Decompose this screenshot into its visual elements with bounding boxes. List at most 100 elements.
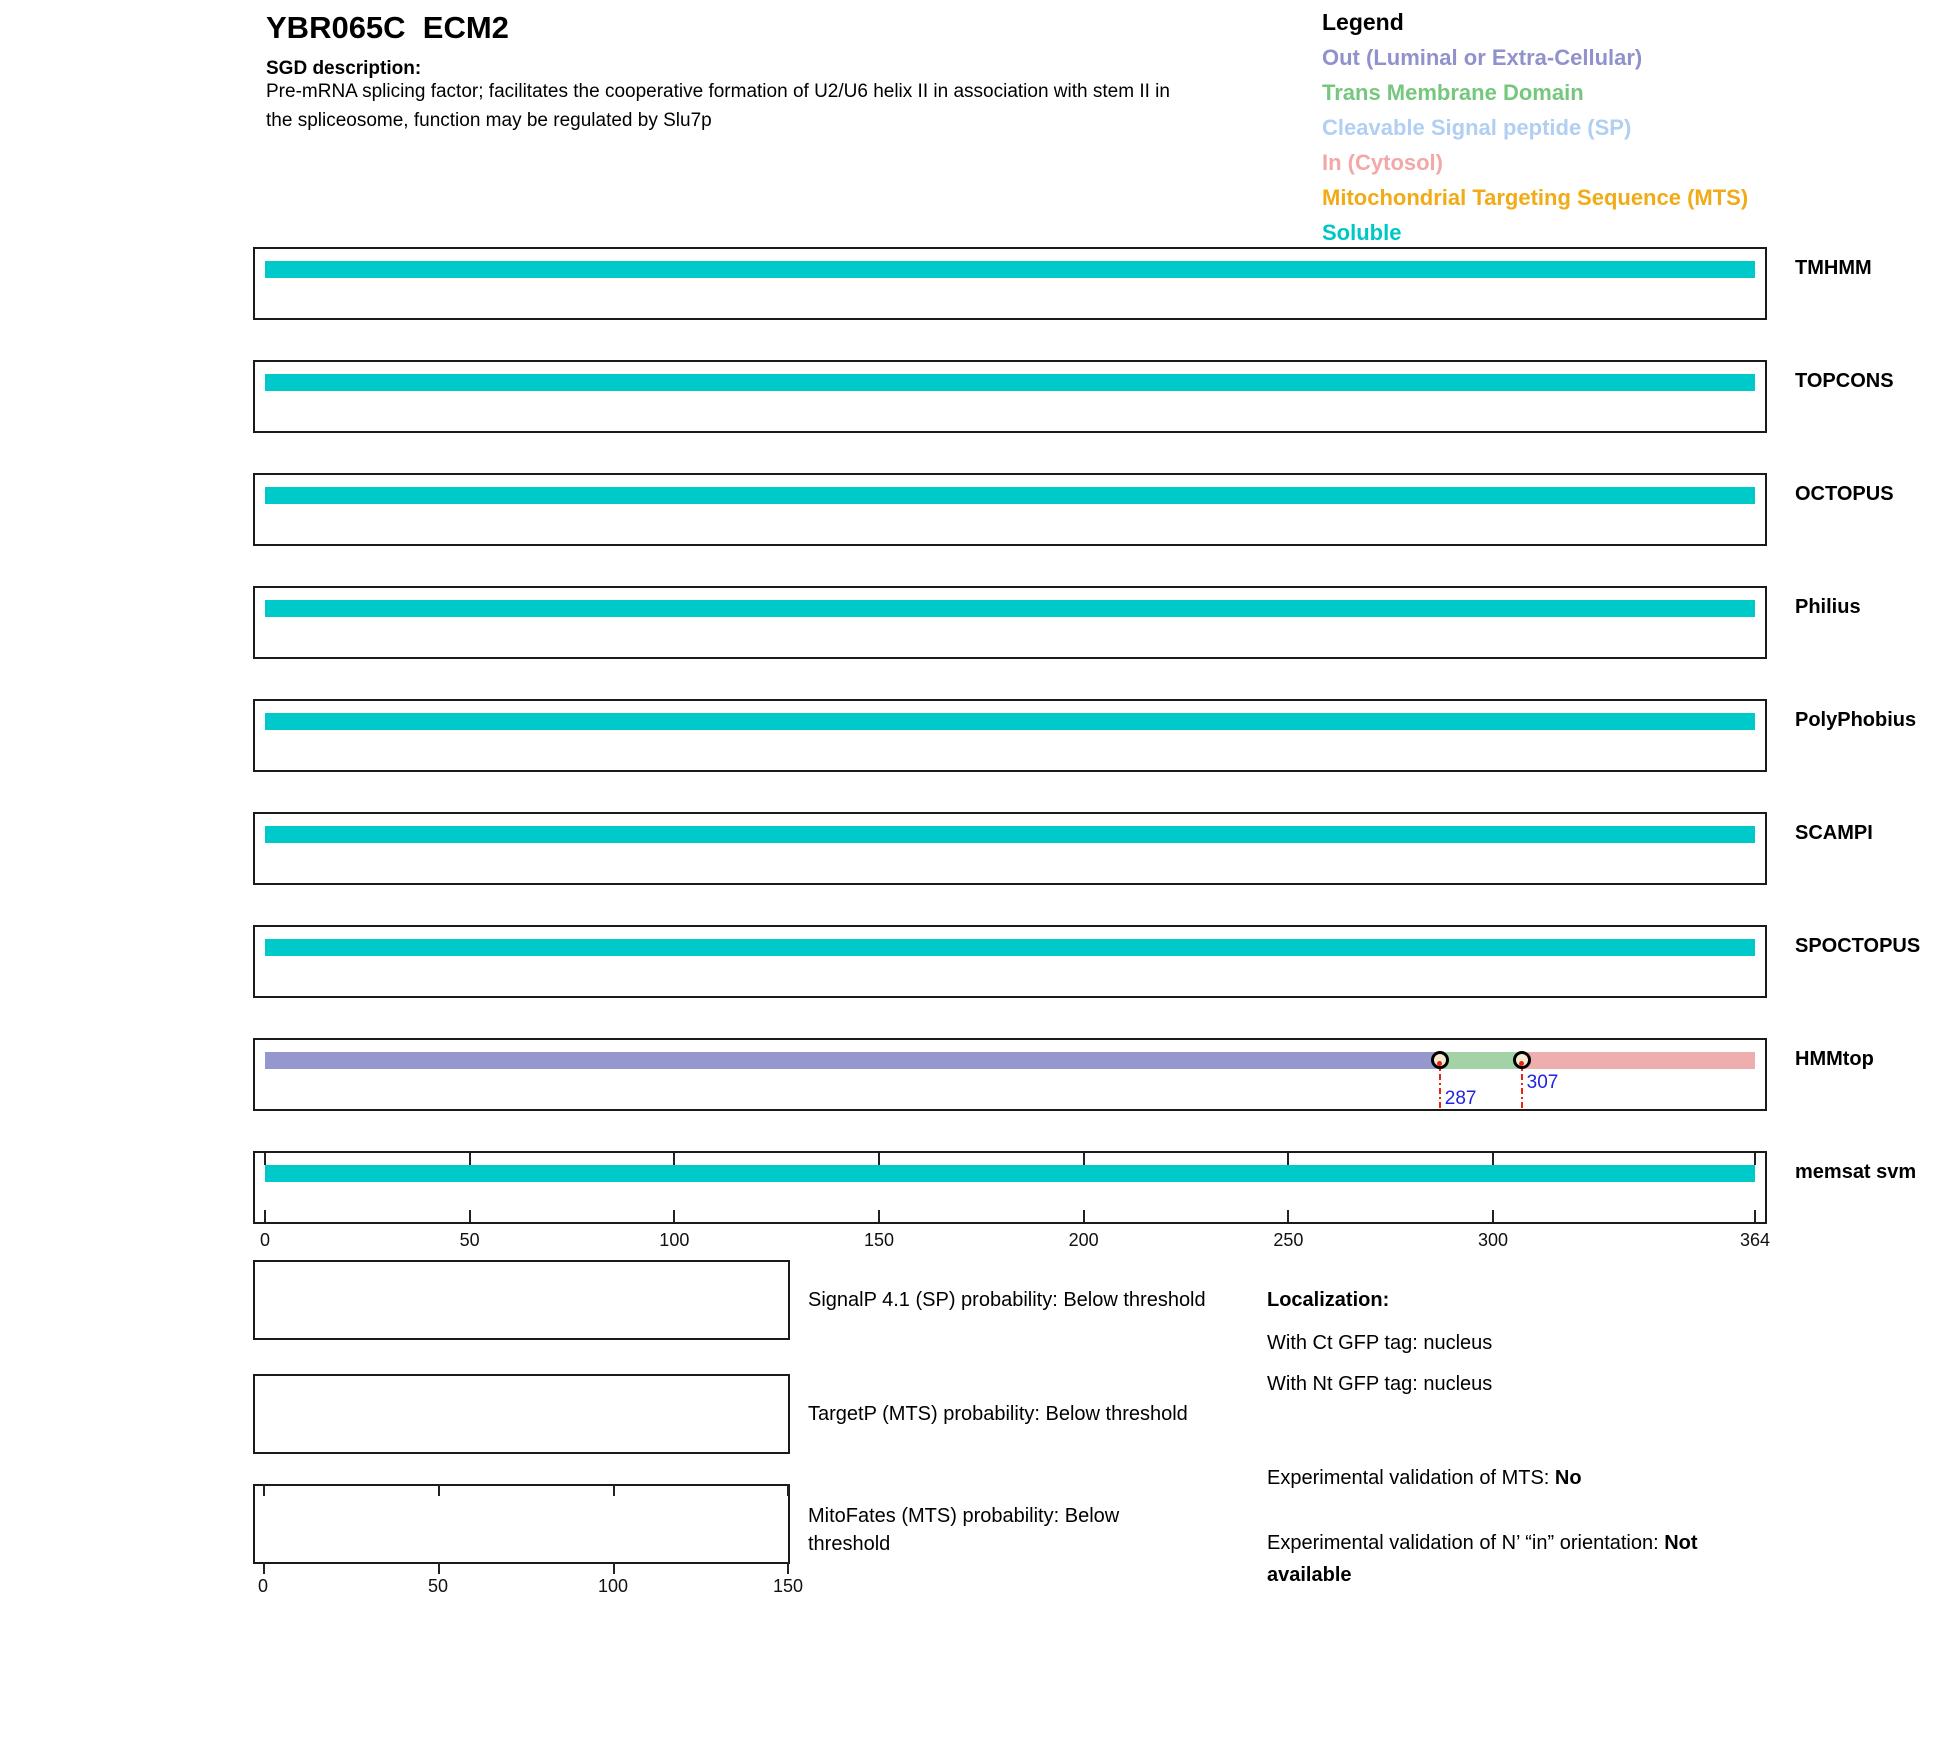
segment-soluble <box>265 600 1755 617</box>
mitofates-tick <box>263 1562 265 1574</box>
signalp-plot: SignalP 4.1 (SP) probability: Below thre… <box>253 1260 1206 1380</box>
track-box <box>253 247 1767 320</box>
legend-title: Legend <box>1322 9 1404 35</box>
targetp-plot: TargetP (MTS) probability: Below thresho… <box>253 1374 1188 1494</box>
mts-validation: Experimental validation of MTS: No <box>1267 1462 1582 1494</box>
segment-soluble <box>265 713 1755 730</box>
legend-items: Out (Luminal or Extra-Cellular) Trans Mem… <box>1322 40 1748 250</box>
track-label-polyphobius: PolyPhobius <box>1795 709 1917 731</box>
track-box <box>253 1151 1767 1224</box>
mitofates-plot-box <box>253 1484 790 1564</box>
segment-out <box>265 1052 1440 1069</box>
sgd-description-heading: SGD description: <box>266 58 422 79</box>
mitofates-tick <box>613 1484 615 1496</box>
axis-tick-label: 300 <box>1477 1230 1509 1250</box>
axis-tick-label: 200 <box>1068 1230 1099 1250</box>
orientation-validation: Experimental validation of N’ “in” orien… <box>1267 1527 1747 1591</box>
ruler-tick <box>673 1210 676 1222</box>
ruler-tick <box>673 1153 676 1165</box>
track-box <box>253 586 1767 659</box>
ruler-tick <box>878 1210 880 1222</box>
axis-tick-label: 250 <box>1273 1230 1304 1250</box>
track-label-octopus: OCTOPUS <box>1795 483 1894 505</box>
targetp-plot-box <box>253 1374 790 1454</box>
boundary-marker <box>1430 1051 1449 1069</box>
axis-tick-label: 50 <box>459 1230 480 1250</box>
track-box <box>253 812 1767 885</box>
ruler-tick <box>1754 1153 1756 1165</box>
page-title: YBR065C ECM2 <box>266 10 509 45</box>
localization-heading: Localization: <box>1267 1289 1390 1311</box>
ruler-tick <box>264 1153 266 1165</box>
signalp-plot-label: SignalP 4.1 (SP) probability: Below thre… <box>808 1289 1206 1311</box>
segment-soluble <box>265 1165 1755 1182</box>
marker-dot <box>1519 1060 1525 1066</box>
segment-soluble <box>265 487 1755 504</box>
ruler-tick <box>1492 1210 1495 1222</box>
ruler-tick <box>878 1153 880 1165</box>
legend-item-mts: Mitochondrial Targeting Sequence (MTS) <box>1322 185 1749 210</box>
mitofates-tick <box>787 1562 789 1574</box>
mitofates-tick <box>438 1562 440 1574</box>
legend-item-soluble: Soluble <box>1322 220 1402 245</box>
boundary-line <box>1520 1060 1523 1108</box>
track-label-tmhmm: TMHMM <box>1795 257 1872 279</box>
targetp-plot-label: TargetP (MTS) probability: Below thresho… <box>808 1403 1188 1425</box>
track-box <box>253 699 1767 772</box>
mitofates-tick <box>438 1484 440 1496</box>
segment-tm <box>1439 1052 1522 1069</box>
segment-soluble <box>265 374 1755 391</box>
boundary-line <box>1438 1060 1441 1108</box>
segment-soluble <box>265 939 1755 956</box>
track-label-scampi: SCAMPI <box>1795 822 1873 844</box>
mitofates-tick <box>787 1484 789 1496</box>
track-row-philius: Philius <box>253 586 1950 659</box>
track-label-philius: Philius <box>1795 596 1861 618</box>
track-box <box>253 473 1767 546</box>
track-box <box>253 1038 1767 1111</box>
sgd-description-text-line2: the spliceosome, function may be regulat… <box>266 110 712 131</box>
mts-validation-label: Experimental validation of MTS: <box>1267 1467 1555 1489</box>
marker-dot <box>1437 1060 1443 1066</box>
segment-soluble <box>265 826 1755 843</box>
track-label-hmmtop: HMMtop <box>1795 1048 1874 1070</box>
track-row-hmmtop: 287 307 HMMtop <box>253 1038 1950 1111</box>
boundary-position-label: 287 <box>1444 1088 1477 1109</box>
track-row-spoctopus: SPOCTOPUS <box>253 925 1950 998</box>
track-label-spoctopus: SPOCTOPUS <box>1795 935 1921 957</box>
mitofates-plot-label: MitoFates (MTS) probability: Below thres… <box>808 1505 1120 1555</box>
boundary-position-label: 307 <box>1526 1072 1559 1093</box>
mitofates-plot: MitoFates (MTS) probability: Below thres… <box>253 1484 1119 1604</box>
mitofates-tick <box>263 1484 265 1496</box>
orientation-validation-value: Not available <box>1267 1532 1698 1586</box>
track-label-memsat-svm: memsat svm <box>1795 1161 1917 1183</box>
segment-in <box>1521 1052 1755 1069</box>
orientation-validation-label: Experimental validation of N’ “in” orien… <box>1267 1532 1665 1554</box>
track-row-polyphobius: PolyPhobius <box>253 699 1950 772</box>
track-row-scampi: SCAMPI <box>253 812 1950 885</box>
track-box <box>253 360 1767 433</box>
ruler-tick <box>468 1153 471 1165</box>
mitofates-tick-label: 0 <box>257 1576 269 1596</box>
legend-item-out: Out (Luminal or Extra-Cellular) <box>1322 45 1643 70</box>
sgd-description-text-line1: Pre-mRNA splicing factor; facilitates th… <box>266 81 1170 102</box>
ruler-tick <box>1082 1153 1085 1165</box>
nt-gfp-localization: With Nt GFP tag: nucleus <box>1267 1373 1493 1395</box>
track-row-octopus: OCTOPUS <box>253 473 1950 546</box>
mitofates-tick-label: 100 <box>597 1576 629 1596</box>
track-row-tmhmm: TMHMM <box>253 247 1950 320</box>
segment-soluble <box>265 261 1755 278</box>
track-row-memsat-svm: 0 50 100 150 200 250 300 364 memsat svm <box>253 1151 1950 1250</box>
mts-validation-value: No <box>1554 1467 1582 1489</box>
topology-tracks: TMHMM TOPCONS OCTOPUS Philius PolyPhobius SCA… <box>253 247 1950 1250</box>
axis-tick-label: 364 <box>1739 1230 1771 1250</box>
boundary-marker <box>1512 1051 1531 1069</box>
axis-tick-label: 0 <box>259 1230 271 1250</box>
mitofates-tick-label: 150 <box>772 1576 804 1596</box>
axis-tick-label: 100 <box>659 1230 690 1250</box>
ruler-tick <box>1287 1210 1290 1222</box>
ruler-tick <box>1754 1210 1756 1222</box>
ruler-tick <box>468 1210 471 1222</box>
track-box <box>253 925 1767 998</box>
